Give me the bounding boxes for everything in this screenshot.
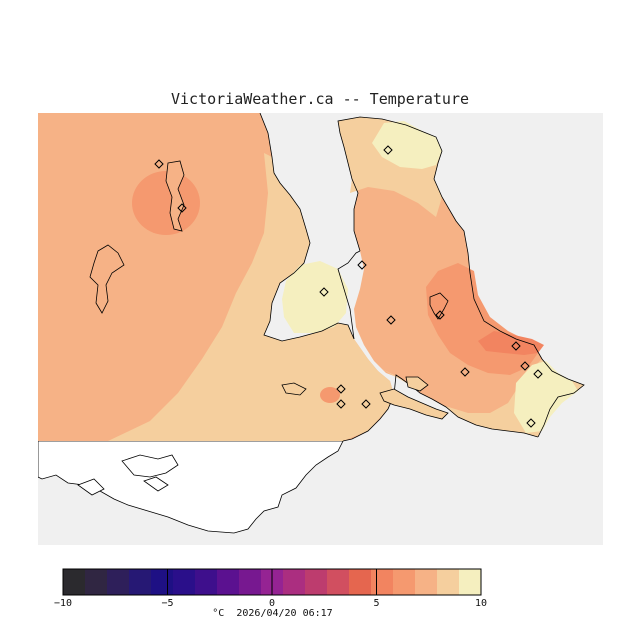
legend-caption: °C 2026/04/20 06:17 — [0, 608, 545, 619]
zone-warm-spot — [320, 387, 340, 403]
legend-swatch — [129, 569, 152, 595]
legend-timestamp: 2026/04/20 06:17 — [236, 608, 333, 619]
zone-pale-center — [282, 261, 348, 333]
legend-swatch — [371, 569, 394, 595]
legend-swatch — [415, 569, 438, 595]
island-west-1 — [165, 160, 185, 232]
zone-warm-west — [132, 171, 200, 235]
station-marker[interactable] — [511, 341, 521, 351]
station-marker[interactable] — [361, 399, 371, 409]
station-marker[interactable] — [336, 384, 346, 394]
temperature-map — [38, 113, 603, 545]
zone-pale-southeast — [514, 361, 578, 433]
legend-swatch — [437, 569, 460, 595]
station-marker[interactable] — [526, 418, 536, 428]
station-marker[interactable] — [435, 310, 445, 320]
island-white-1 — [121, 454, 179, 478]
color-legend: −10 −5 0 5 10 — [54, 568, 487, 608]
station-marker[interactable] — [336, 399, 346, 409]
legend-swatch — [107, 569, 130, 595]
island-white-2 — [77, 478, 105, 496]
station-marker[interactable] — [154, 159, 164, 169]
legend-tick-label: 5 — [373, 598, 379, 608]
legend-tick-label: 0 — [269, 598, 275, 608]
station-marker[interactable] — [533, 369, 543, 379]
island-south-2 — [405, 376, 429, 392]
island-white-3 — [143, 476, 169, 492]
legend-ticks: −10 −5 0 5 10 — [54, 569, 487, 608]
legend-tick-label: 10 — [475, 598, 487, 608]
zone-pale-north — [372, 121, 442, 169]
zone-hot-east — [478, 331, 544, 355]
legend-swatch — [327, 569, 350, 595]
legend-swatch — [239, 569, 262, 595]
legend-swatch — [151, 569, 174, 595]
station-markers — [154, 145, 543, 428]
legend-swatch — [173, 569, 196, 595]
zone-light-south — [108, 153, 394, 441]
station-marker[interactable] — [520, 361, 530, 371]
island-center — [429, 292, 449, 320]
map-title: VictoriaWeather.ca -- Temperature — [170, 90, 469, 108]
legend-swatch — [195, 569, 218, 595]
coastline-west — [259, 113, 355, 342]
legend-swatch — [305, 569, 328, 595]
legend-swatch — [349, 569, 372, 595]
island-west-2 — [89, 244, 125, 314]
station-marker[interactable] — [383, 145, 393, 155]
legend-tick-label: −10 — [54, 598, 72, 608]
coastline-inlet — [337, 116, 585, 438]
legend-units: °C — [212, 608, 225, 619]
legend-swatch — [459, 569, 482, 595]
island-south-3 — [379, 388, 449, 420]
station-marker[interactable] — [386, 315, 396, 325]
legend-swatch — [217, 569, 240, 595]
island-south-1 — [281, 382, 307, 396]
legend-tick-label: −5 — [161, 598, 173, 608]
legend-swatch — [283, 569, 306, 595]
station-marker[interactable] — [319, 287, 329, 297]
legend-swatch — [393, 569, 416, 595]
legend-swatch — [85, 569, 108, 595]
station-marker[interactable] — [460, 367, 470, 377]
station-marker[interactable] — [177, 203, 187, 213]
station-marker[interactable] — [357, 260, 367, 270]
legend-swatch — [63, 569, 86, 595]
unmodelled-land — [38, 440, 344, 534]
